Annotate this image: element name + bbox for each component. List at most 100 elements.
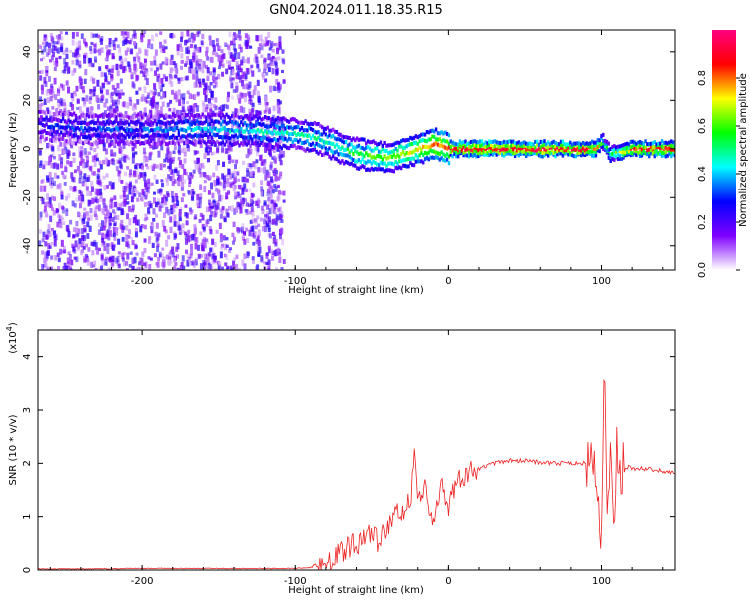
spectrogram-cell xyxy=(272,169,276,174)
spectrogram-cell xyxy=(53,240,57,247)
spectrogram-ridge-cell xyxy=(219,127,223,132)
spectrogram-cell xyxy=(143,173,147,177)
spectrogram-ridge-cell xyxy=(640,147,644,152)
spectrogram-ridge-cell xyxy=(567,152,570,157)
spectrogram-ridge-cell xyxy=(175,113,179,118)
spectrogram-ridge-cell xyxy=(115,133,118,138)
spectrogram-cell xyxy=(252,193,256,197)
spectrogram-cell xyxy=(75,220,79,227)
spectrogram-cell xyxy=(196,105,200,112)
spectrogram-ridge-cell xyxy=(322,130,326,135)
spectrogram-ridge-cell xyxy=(390,154,394,159)
spectrogram-ridge-cell xyxy=(565,151,568,156)
spectrogram-cell xyxy=(62,49,66,55)
spectrogram-cell xyxy=(69,160,73,168)
spectrogram-ridge-cell xyxy=(194,133,197,138)
spectrogram-cell xyxy=(79,191,83,196)
spectrogram-cell xyxy=(248,68,252,73)
spectrogram-cell xyxy=(270,147,274,151)
spectrogram-cell xyxy=(211,260,215,265)
spectrogram-ridge-cell xyxy=(653,145,656,150)
spectrogram-ridge-cell xyxy=(78,115,81,120)
spectrogram-cell xyxy=(220,245,224,251)
spectrogram-cell xyxy=(102,130,106,137)
spectrogram-cell xyxy=(57,88,61,94)
spectrogram-ridge-cell xyxy=(61,116,65,121)
spectrogram-ridge-cell xyxy=(425,156,429,161)
spectrogram-cell xyxy=(250,95,254,99)
spectrogram-cell xyxy=(248,99,252,105)
spectrogram-ridge-cell xyxy=(135,133,138,138)
spectrogram-cell xyxy=(267,265,271,270)
spectrogram-ridge-cell xyxy=(183,120,186,125)
spectrogram-ridge-cell xyxy=(96,132,100,137)
spectrogram-cell xyxy=(89,46,93,51)
spectrogram-ridge-cell xyxy=(581,152,585,157)
spectrogram-ridge-cell xyxy=(243,129,247,134)
spectrogram-cell xyxy=(194,269,198,270)
spectrogram-ridge-cell xyxy=(433,149,436,154)
spectrogram-cell xyxy=(175,67,179,74)
spectrogram-ridge-cell xyxy=(221,126,225,131)
spectrogram-cell xyxy=(104,204,108,211)
spectrogram-cell xyxy=(128,173,132,178)
spectrogram-ridge-cell xyxy=(580,153,583,158)
spectrogram-cell xyxy=(72,227,76,233)
spectrogram-ridge-cell xyxy=(491,139,495,144)
spectrogram-cell xyxy=(194,55,198,60)
spectrogram-ridge-cell xyxy=(170,140,173,145)
spectrogram-cell xyxy=(47,201,51,205)
spectrogram-ridge-cell xyxy=(637,140,640,145)
spectrogram-cell xyxy=(161,46,165,50)
spectrogram-cell xyxy=(146,94,150,99)
spectrogram-cell xyxy=(121,101,125,107)
spectrogram-cell xyxy=(274,238,278,245)
spectrogram-x-tick-label: -100 xyxy=(284,276,307,287)
spectrogram-ridge-cell xyxy=(328,133,331,138)
spectrogram-ridge-cell xyxy=(427,137,430,142)
spectrogram-ridge-cell xyxy=(185,128,188,133)
spectrogram-ridge-cell xyxy=(462,151,465,156)
spectrogram-cell xyxy=(181,105,185,113)
spectrogram-cell xyxy=(111,84,115,90)
spectrogram-ridge-cell xyxy=(276,137,280,142)
spectrogram-cell xyxy=(136,99,140,105)
spectrogram-cell xyxy=(58,55,62,60)
spectrogram-ridge-cell xyxy=(148,122,151,127)
spectrogram-ridge-cell xyxy=(477,144,480,149)
spectrogram-ridge-cell xyxy=(627,145,631,150)
spectrogram-cell xyxy=(251,171,255,175)
spectrogram-ridge-cell xyxy=(320,152,324,157)
spectrogram-ridge-cell xyxy=(567,149,570,154)
spectrogram-ridge-cell xyxy=(629,151,633,156)
spectrogram-cell xyxy=(237,52,241,60)
spectrogram-cell xyxy=(169,58,173,66)
spectrogram-cell xyxy=(44,201,48,207)
spectrogram-ridge-cell xyxy=(52,138,56,143)
spectrogram-ridge-cell xyxy=(219,135,223,140)
spectrogram-ridge-cell xyxy=(585,149,588,154)
spectrogram-ridge-cell xyxy=(260,117,263,122)
spectrogram-cell xyxy=(132,154,136,158)
spectrogram-cell xyxy=(278,174,282,180)
spectrogram-ridge-cell xyxy=(477,154,480,159)
spectrogram-cell xyxy=(203,259,207,265)
spectrogram-ridge-cell xyxy=(164,113,168,118)
spectrogram-cell xyxy=(121,237,125,242)
spectrogram-cell xyxy=(79,199,83,205)
spectrogram-ridge-cell xyxy=(605,148,609,153)
spectrogram-cell xyxy=(231,173,235,179)
spectrogram-cell xyxy=(239,67,243,73)
spectrogram-ridge-cell xyxy=(82,134,85,139)
spectrogram-cell xyxy=(56,163,60,170)
spectrogram-ridge-cell xyxy=(65,120,68,125)
spectrogram-cell xyxy=(116,83,120,89)
spectrogram-cell xyxy=(245,153,249,159)
spectrogram-ridge-cell xyxy=(383,161,386,166)
spectrogram-cell xyxy=(263,218,267,225)
spectrogram-cell xyxy=(93,48,97,54)
spectrogram-cell xyxy=(127,183,131,188)
spectrogram-cell xyxy=(86,176,90,182)
spectrogram-cell xyxy=(138,261,142,266)
spectrogram-ridge-cell xyxy=(444,145,447,150)
